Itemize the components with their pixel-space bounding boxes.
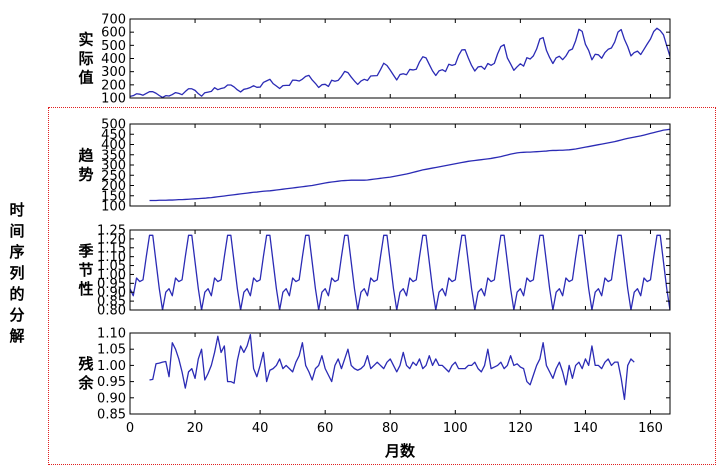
y-tick-label: 1.00 [97, 359, 126, 374]
x-tick-label: 60 [317, 421, 334, 436]
y-tick-label: 500 [101, 39, 126, 54]
y-tick-label: 1.00 [97, 268, 126, 283]
y-tick-label: 1.10 [97, 327, 126, 342]
x-tick-label: 0 [126, 421, 134, 436]
y-tick-label: 200 [101, 179, 126, 194]
x-tick-label: 160 [638, 421, 663, 436]
y-tick-label: 100 [101, 92, 126, 107]
y-tick-label: 1.15 [97, 241, 126, 256]
y-tick-label: 700 [101, 13, 126, 28]
x-tick-label: 80 [382, 421, 399, 436]
x-tick-label: 20 [187, 421, 204, 436]
y-tick-label: 0.85 [97, 295, 126, 310]
series-line-observed [130, 27, 670, 98]
axes-frame [129, 332, 671, 415]
y-tick-label: 0.90 [97, 286, 126, 301]
y-tick-label: 400 [101, 52, 126, 67]
x-tick-label: 100 [443, 421, 468, 436]
axes-frame [129, 229, 671, 311]
y-tick-label: 0.80 [97, 304, 126, 319]
series-line-residual [149, 333, 635, 401]
x-tick-label: 140 [573, 421, 598, 436]
y-axis-label-residual: 残余 [77, 355, 94, 392]
x-tick-label: 120 [508, 421, 533, 436]
y-tick-label: 300 [101, 159, 126, 174]
y-tick-label: 400 [101, 138, 126, 153]
x-axis-label: 月数 [384, 442, 416, 460]
series-line-seasonal [130, 234, 670, 310]
y-tick-label: 250 [101, 169, 126, 184]
y-tick-label: 1.25 [97, 224, 126, 239]
y-tick-label: 450 [101, 128, 126, 143]
y-tick-label: 1.20 [97, 232, 126, 247]
y-tick-label: 150 [101, 189, 126, 204]
y-tick-label: 1.05 [97, 259, 126, 274]
y-tick-label: 0.90 [97, 391, 126, 406]
y-tick-label: 1.10 [97, 250, 126, 265]
y-tick-label: 1.05 [97, 343, 126, 358]
y-tick-label: 350 [101, 148, 126, 163]
y-tick-label: 0.85 [97, 408, 126, 423]
y-tick-label: 300 [101, 65, 126, 80]
y-tick-label: 600 [101, 26, 126, 41]
decomposition-side-label: 时间序列的分解 [9, 201, 25, 345]
x-tick-label: 40 [252, 421, 269, 436]
series-line-trend [149, 128, 670, 202]
y-tick-label: 0.95 [97, 375, 126, 390]
axes-frame [129, 18, 671, 99]
y-axis-label-seasonal: 季节性 [78, 242, 93, 298]
y-tick-label: 200 [101, 78, 126, 93]
panel-seasonal: 0.800.850.900.951.001.051.101.151.201.25… [78, 224, 671, 319]
y-tick-label: 100 [101, 200, 126, 215]
y-axis-label-observed: 实际值 [78, 31, 93, 87]
y-tick-label: 0.95 [97, 277, 126, 292]
y-tick-label: 500 [101, 118, 126, 133]
y-axis-label-trend: 趋势 [78, 147, 94, 184]
axes-frame [129, 123, 671, 207]
